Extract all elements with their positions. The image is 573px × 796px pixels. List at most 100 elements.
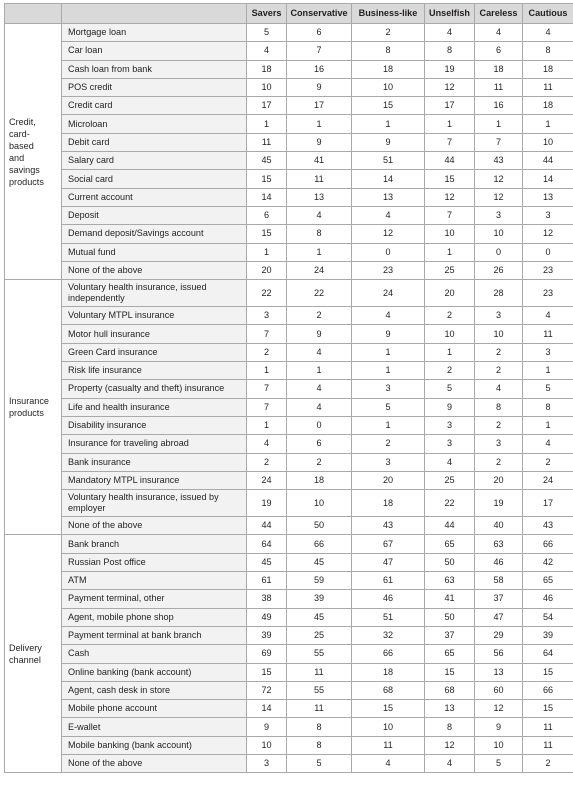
value-cell: 2 [474, 361, 523, 381]
value-cell: 10 [474, 324, 523, 344]
value-cell: 1 [286, 242, 352, 262]
value-cell: 4 [522, 22, 573, 43]
value-cell: 24 [522, 470, 573, 491]
value-cell: 12 [522, 224, 573, 244]
value-cell: 44 [246, 516, 287, 536]
value-cell: 5 [522, 379, 573, 399]
value-cell: 5 [424, 379, 475, 399]
row-label-line: employer [68, 503, 106, 514]
value-cell: 1 [246, 242, 287, 262]
table-row: Life and health insurance 7 4 5 9 8 8 [5, 397, 573, 417]
table-row: Agent, cash desk in store 72 55 68 68 60 66 [5, 680, 573, 701]
value-cell: 61 [246, 571, 287, 591]
value-cell: 43 [351, 516, 425, 536]
value-cell: 55 [286, 644, 352, 664]
value-cell: 11 [522, 77, 573, 98]
value-cell: 55 [286, 680, 352, 701]
value-cell: 4 [246, 434, 287, 454]
value-cell: 13 [474, 662, 523, 682]
value-cell: 14 [246, 699, 287, 719]
value-cell: 66 [522, 534, 573, 554]
value-cell: 72 [246, 680, 287, 701]
value-cell: 10 [286, 489, 352, 518]
value-cell: 20 [474, 470, 523, 491]
value-cell: 7 [246, 324, 287, 344]
table-row: Property (casualty and theft) insurance 7… [5, 379, 573, 399]
group-label-line: channel [9, 654, 41, 665]
value-cell: 18 [522, 59, 573, 79]
value-cell: 61 [351, 571, 425, 591]
row-label: None of the above [61, 516, 247, 536]
value-cell: 0 [522, 242, 573, 262]
value-cell: 45 [286, 607, 352, 627]
value-cell: 25 [424, 470, 475, 491]
row-label: Voluntary health insurance, issued indepe… [61, 279, 247, 308]
value-cell: 13 [424, 699, 475, 719]
row-label: Agent, mobile phone shop [61, 607, 247, 627]
row-label-line: independently [68, 293, 125, 304]
value-cell: 0 [286, 415, 352, 436]
table-row: Insurance products Voluntary health insura… [4, 279, 573, 536]
value-cell: 16 [474, 96, 523, 116]
header-blank-group [4, 3, 62, 24]
value-cell: 54 [522, 607, 573, 627]
value-cell: 1 [286, 361, 352, 381]
value-cell: 68 [351, 680, 425, 701]
value-cell: 59 [286, 571, 352, 591]
table-row: Mobile phone account 14 11 15 13 12 15 [5, 699, 573, 719]
value-cell: 4 [286, 205, 352, 226]
value-cell: 26 [474, 260, 523, 281]
value-cell: 46 [351, 589, 425, 609]
value-cell: 4 [522, 306, 573, 326]
row-label: Mortgage loan [61, 22, 247, 43]
table-row: Motor hull insurance 7 9 9 10 10 11 [5, 324, 573, 344]
value-cell: 4 [351, 753, 425, 774]
value-cell: 12 [351, 224, 425, 244]
value-cell: 42 [522, 552, 573, 573]
table-row: Credit card 17 17 15 17 16 18 [5, 96, 573, 116]
value-cell: 39 [286, 589, 352, 609]
value-cell: 69 [246, 644, 287, 664]
row-label: Russian Post office [61, 552, 247, 573]
group-label-line: Delivery [9, 642, 42, 653]
value-cell: 23 [522, 260, 573, 281]
value-cell: 19 [424, 59, 475, 79]
value-cell: 38 [246, 589, 287, 609]
row-label: Agent, cash desk in store [61, 680, 247, 701]
value-cell: 13 [351, 187, 425, 207]
row-label: Payment terminal, other [61, 589, 247, 609]
value-cell: 10 [246, 735, 287, 755]
value-cell: 18 [474, 59, 523, 79]
value-cell: 51 [351, 607, 425, 627]
value-cell: 9 [351, 324, 425, 344]
value-cell: 8 [286, 735, 352, 755]
value-cell: 11 [474, 77, 523, 98]
value-cell: 2 [286, 306, 352, 326]
table-row: Bank insurance 2 2 3 4 2 2 [5, 452, 573, 472]
value-cell: 4 [522, 434, 573, 454]
row-label: Voluntary health insurance, issued by emp… [61, 489, 247, 518]
value-cell: 63 [474, 534, 523, 554]
value-cell: 25 [424, 260, 475, 281]
value-cell: 47 [351, 552, 425, 573]
table-row: POS credit 10 9 10 12 11 11 [5, 77, 573, 98]
value-cell: 8 [522, 397, 573, 417]
value-cell: 11 [286, 662, 352, 682]
row-label: Life and health insurance [61, 397, 247, 417]
value-cell: 20 [424, 279, 475, 308]
value-cell: 20 [351, 470, 425, 491]
value-cell: 9 [474, 717, 523, 737]
value-cell: 2 [351, 434, 425, 454]
table-row: Voluntary health insurance, issued by emp… [5, 489, 573, 518]
value-cell: 68 [424, 680, 475, 701]
row-label-line: Voluntary health insurance, issued [68, 282, 207, 293]
row-label: Risk life insurance [61, 361, 247, 381]
value-cell: 11 [522, 735, 573, 755]
value-cell: 1 [424, 114, 475, 134]
value-cell: 46 [474, 552, 523, 573]
value-cell: 22 [424, 489, 475, 518]
column-header: Conservative [286, 3, 352, 24]
value-cell: 28 [474, 279, 523, 308]
header-blank-item [61, 3, 247, 24]
value-cell: 25 [286, 625, 352, 646]
